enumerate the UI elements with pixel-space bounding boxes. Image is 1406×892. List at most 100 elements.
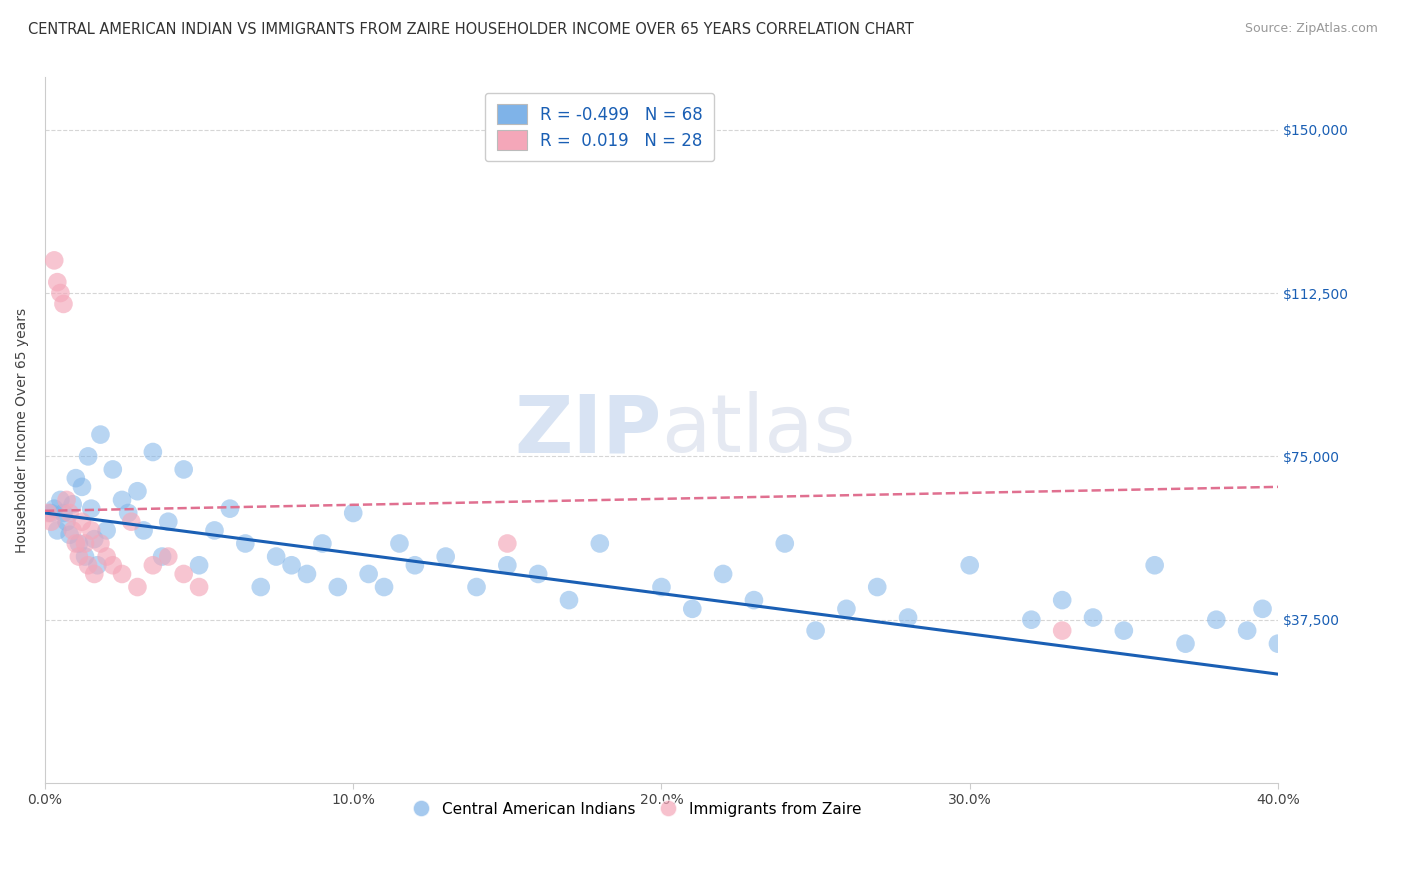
Point	[173, 566, 195, 581]
Point	[295, 566, 318, 581]
Point	[773, 536, 796, 550]
Point	[73, 536, 96, 550]
Point	[357, 566, 380, 581]
Point	[264, 549, 287, 564]
Point	[465, 580, 488, 594]
Point	[101, 462, 124, 476]
Point	[37, 506, 59, 520]
Text: atlas: atlas	[661, 392, 856, 469]
Point	[46, 275, 69, 289]
Point	[49, 286, 72, 301]
Point	[67, 549, 90, 564]
Point	[188, 558, 211, 573]
Point	[49, 492, 72, 507]
Point	[59, 506, 82, 520]
Point	[111, 492, 134, 507]
Point	[55, 492, 77, 507]
Point	[39, 506, 62, 520]
Point	[157, 515, 180, 529]
Point	[142, 445, 165, 459]
Point	[1267, 637, 1289, 651]
Point	[496, 558, 519, 573]
Point	[52, 297, 75, 311]
Point	[132, 524, 155, 538]
Point	[404, 558, 426, 573]
Point	[1143, 558, 1166, 573]
Point	[80, 501, 103, 516]
Legend: Central American Indians, Immigrants from Zaire: Central American Indians, Immigrants fro…	[404, 795, 869, 825]
Point	[73, 549, 96, 564]
Point	[219, 501, 242, 516]
Point	[249, 580, 271, 594]
Point	[1050, 593, 1073, 607]
Point	[80, 524, 103, 538]
Point	[62, 524, 84, 538]
Point	[650, 580, 672, 594]
Point	[44, 501, 66, 516]
Point	[65, 471, 87, 485]
Point	[1205, 613, 1227, 627]
Point	[89, 427, 111, 442]
Point	[1112, 624, 1135, 638]
Point	[742, 593, 765, 607]
Point	[1251, 602, 1274, 616]
Point	[65, 536, 87, 550]
Point	[44, 253, 66, 268]
Point	[150, 549, 173, 564]
Point	[96, 524, 118, 538]
Point	[373, 580, 395, 594]
Point	[127, 484, 149, 499]
Point	[127, 580, 149, 594]
Point	[1174, 637, 1197, 651]
Point	[120, 515, 142, 529]
Point	[46, 524, 69, 538]
Point	[157, 549, 180, 564]
Point	[1081, 610, 1104, 624]
Point	[83, 532, 105, 546]
Point	[67, 536, 90, 550]
Point	[342, 506, 364, 520]
Text: ZIP: ZIP	[515, 392, 661, 469]
Point	[101, 558, 124, 573]
Text: CENTRAL AMERICAN INDIAN VS IMMIGRANTS FROM ZAIRE HOUSEHOLDER INCOME OVER 65 YEAR: CENTRAL AMERICAN INDIAN VS IMMIGRANTS FR…	[28, 22, 914, 37]
Point	[1236, 624, 1258, 638]
Y-axis label: Householder Income Over 65 years: Householder Income Over 65 years	[15, 308, 30, 553]
Point	[52, 506, 75, 520]
Point	[558, 593, 581, 607]
Point	[326, 580, 349, 594]
Point	[188, 580, 211, 594]
Point	[55, 515, 77, 529]
Point	[117, 506, 139, 520]
Point	[204, 524, 226, 538]
Point	[70, 515, 93, 529]
Point	[311, 536, 333, 550]
Point	[1050, 624, 1073, 638]
Point	[681, 602, 703, 616]
Point	[496, 536, 519, 550]
Point	[388, 536, 411, 550]
Point	[959, 558, 981, 573]
Point	[835, 602, 858, 616]
Point	[897, 610, 920, 624]
Point	[39, 515, 62, 529]
Point	[83, 566, 105, 581]
Point	[70, 480, 93, 494]
Point	[711, 566, 734, 581]
Point	[589, 536, 612, 550]
Text: Source: ZipAtlas.com: Source: ZipAtlas.com	[1244, 22, 1378, 36]
Point	[233, 536, 256, 550]
Point	[866, 580, 889, 594]
Point	[527, 566, 550, 581]
Point	[111, 566, 134, 581]
Point	[1021, 613, 1043, 627]
Point	[59, 528, 82, 542]
Point	[280, 558, 302, 573]
Point	[77, 450, 100, 464]
Point	[804, 624, 827, 638]
Point	[77, 558, 100, 573]
Point	[142, 558, 165, 573]
Point	[434, 549, 457, 564]
Point	[173, 462, 195, 476]
Point	[96, 549, 118, 564]
Point	[86, 558, 108, 573]
